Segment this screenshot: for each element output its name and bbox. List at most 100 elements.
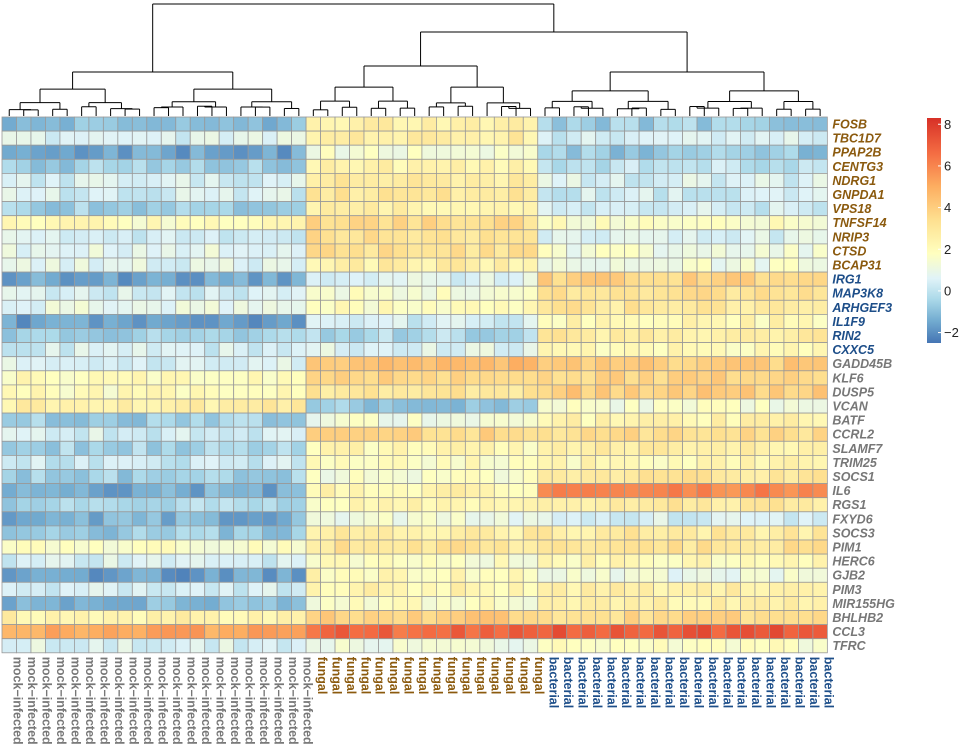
heatmap-cell <box>175 201 191 217</box>
heatmap-cell <box>653 370 669 386</box>
heatmap-cell <box>291 525 307 541</box>
heatmap-cell <box>566 638 582 654</box>
heatmap-cell <box>595 201 611 217</box>
heatmap-cell <box>131 229 148 245</box>
heatmap-cell <box>146 187 162 203</box>
heatmap-cell <box>435 539 452 555</box>
heatmap-cell <box>551 257 568 273</box>
heatmap-cell <box>392 313 408 329</box>
heatmap-cell <box>551 243 568 259</box>
heatmap-cell <box>16 172 32 188</box>
heatmap-cell <box>146 342 162 358</box>
heatmap-cell <box>291 144 307 160</box>
heatmap-cell <box>291 313 307 329</box>
heatmap-cell <box>160 187 177 203</box>
heatmap-cell <box>247 158 264 174</box>
heatmap-cell <box>88 299 104 315</box>
heatmap-cell <box>160 412 177 428</box>
heatmap-cell <box>102 610 119 626</box>
heatmap-cell <box>725 313 741 329</box>
heatmap-cell <box>522 313 539 329</box>
heatmap-cell <box>464 469 481 485</box>
heatmap-cell <box>59 454 75 470</box>
heatmap-cell <box>783 172 799 188</box>
heatmap-cell <box>74 553 90 569</box>
heatmap-cell <box>45 412 61 428</box>
sample-label: mock−infected <box>271 657 285 745</box>
heatmap-cell <box>624 539 640 555</box>
heatmap-cell <box>305 172 321 188</box>
heatmap-cell <box>696 201 712 217</box>
heatmap-cell <box>754 398 770 414</box>
heatmap-cell <box>696 553 712 569</box>
heatmap-cell <box>711 426 727 442</box>
heatmap-cell <box>609 426 626 442</box>
heatmap-cell <box>421 271 437 287</box>
sample-label: bacterial <box>547 657 561 708</box>
legend-tick-label: 2 <box>944 242 951 257</box>
heatmap-cell <box>566 116 582 132</box>
heatmap-cell <box>378 187 394 203</box>
heatmap-cell <box>131 426 148 442</box>
heatmap-cell <box>262 610 278 626</box>
heatmap-cell <box>102 342 119 358</box>
heatmap-cell <box>334 539 350 555</box>
heatmap-cell <box>421 144 437 160</box>
heatmap-cell <box>595 511 611 527</box>
heatmap-cell <box>247 398 264 414</box>
heatmap-cell <box>117 328 133 344</box>
heatmap-cell <box>218 172 235 188</box>
heatmap-cell <box>493 285 510 301</box>
heatmap-cell <box>754 370 770 386</box>
heatmap-cell <box>783 342 799 358</box>
heatmap-cell <box>711 271 727 287</box>
heatmap-cell <box>522 187 539 203</box>
heatmap-cell <box>551 454 568 470</box>
heatmap-cell <box>88 271 104 287</box>
heatmap-cell <box>392 229 408 245</box>
heatmap-cell <box>798 440 814 456</box>
heatmap-cell <box>407 313 423 329</box>
heatmap-cell <box>131 638 148 654</box>
heatmap-cell <box>464 525 481 541</box>
heatmap-cell <box>479 285 495 301</box>
heatmap-cell <box>160 384 177 400</box>
heatmap-cell <box>1 384 17 400</box>
heatmap-cell <box>189 243 206 259</box>
heatmap-cell <box>233 454 249 470</box>
heatmap-cell <box>566 144 582 160</box>
sample-label: bacterial <box>619 657 633 708</box>
heatmap-cell <box>740 384 756 400</box>
heatmap-cell <box>421 483 437 499</box>
heatmap-cell <box>320 624 336 640</box>
heatmap-cell <box>740 638 756 654</box>
heatmap-cell <box>493 356 510 372</box>
heatmap-cell <box>1 342 17 358</box>
heatmap-cell <box>769 356 785 372</box>
heatmap-cell <box>276 158 292 174</box>
heatmap-cell <box>276 243 292 259</box>
heatmap-cell <box>493 187 510 203</box>
heatmap-cell <box>566 624 582 640</box>
heatmap-cell <box>667 285 683 301</box>
heatmap-cell <box>624 624 640 640</box>
heatmap-cell <box>725 187 741 203</box>
heatmap-cell <box>276 553 292 569</box>
heatmap-cell <box>16 610 32 626</box>
heatmap-cell <box>595 172 611 188</box>
heatmap-cell <box>798 144 814 160</box>
heatmap-cell <box>580 596 597 611</box>
heatmap-cell <box>725 384 741 400</box>
heatmap-cell <box>421 172 437 188</box>
heatmap-cell <box>522 172 539 188</box>
heatmap-cell <box>392 116 408 132</box>
heatmap-cell <box>740 257 756 273</box>
heatmap-cell <box>711 483 727 499</box>
heatmap-cell <box>334 483 350 499</box>
heatmap-cell <box>653 328 669 344</box>
heatmap-cell <box>117 243 133 259</box>
heatmap-cell <box>30 384 46 400</box>
heatmap-cell <box>74 638 90 654</box>
heatmap-cell <box>102 187 119 203</box>
heatmap-cell <box>580 483 597 499</box>
